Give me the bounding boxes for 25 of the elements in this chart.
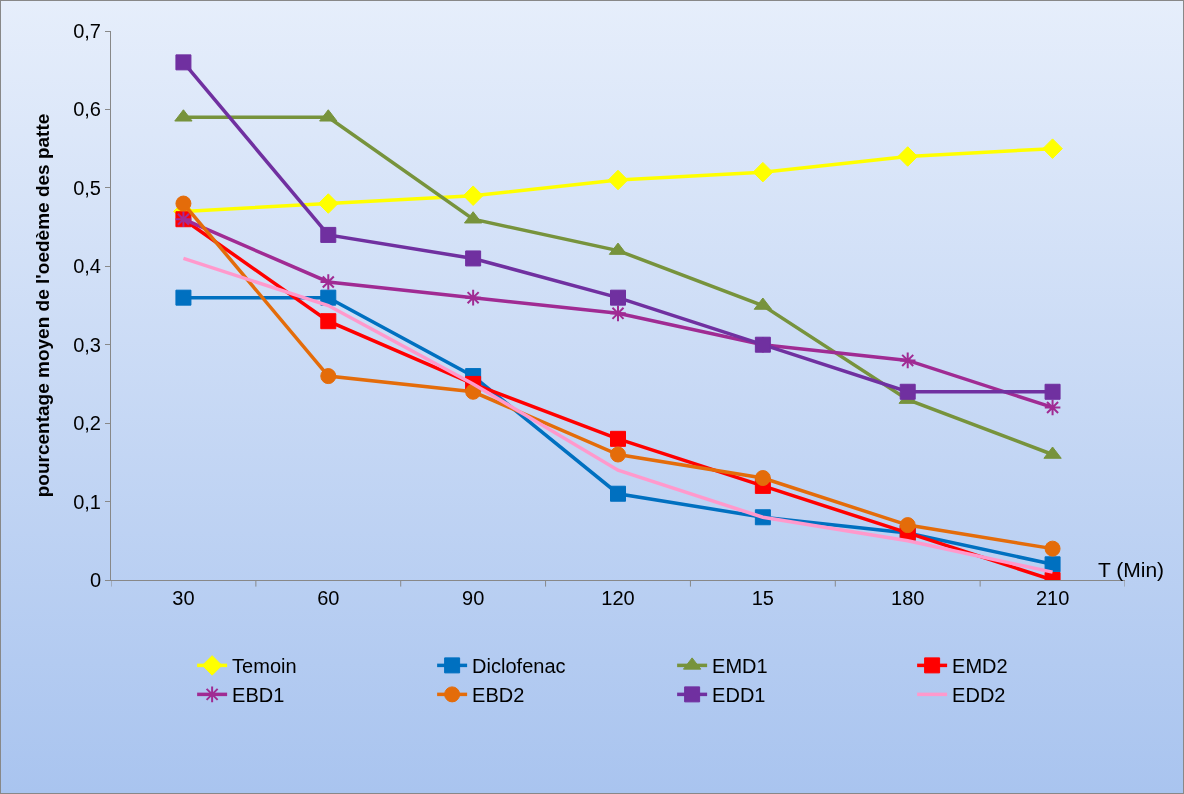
y-axis-title: pourcentage moyen de l'oedème des patte xyxy=(32,113,54,498)
y-tick-label: 0,7 xyxy=(73,20,101,42)
y-tick-label: 0,3 xyxy=(73,333,101,356)
legend-label: Diclofenac xyxy=(472,655,566,678)
legend-label: EBD2 xyxy=(472,684,525,707)
y-tick-label: 0 xyxy=(89,569,101,591)
y-tick-label: 0,5 xyxy=(73,176,101,199)
legend-label: Temoin xyxy=(232,655,297,678)
legend-label: EMD1 xyxy=(712,655,768,678)
x-tick-label: 60 xyxy=(317,587,340,609)
legend-label: EDD2 xyxy=(952,684,1006,707)
legend-label: EMD2 xyxy=(952,655,1008,678)
x-tick-label: 30 xyxy=(172,587,195,609)
legend-label: EDD1 xyxy=(712,684,766,707)
y-tick-label: 0,2 xyxy=(73,412,101,435)
y-tick-label: 0,4 xyxy=(73,255,101,278)
x-tick-label: 210 xyxy=(1035,587,1070,609)
legend-label: EBD1 xyxy=(232,684,285,707)
y-tick-label: 0,6 xyxy=(73,98,101,121)
x-axis-title: T (Min) xyxy=(1098,558,1165,581)
x-tick-label: 120 xyxy=(601,587,635,609)
x-tick-label: 180 xyxy=(891,587,925,609)
x-tick-label: 90 xyxy=(462,587,485,609)
y-tick-label: 0,1 xyxy=(73,490,101,513)
x-tick-label: 15 xyxy=(751,587,774,609)
